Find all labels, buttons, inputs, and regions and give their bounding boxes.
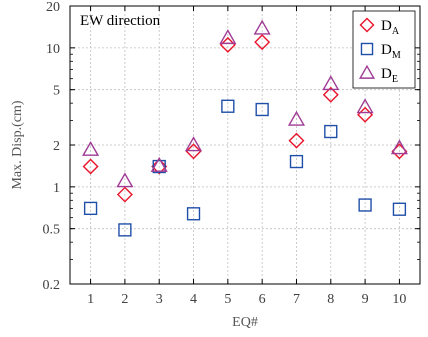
point-E [82,140,100,156]
point-M [358,198,372,212]
x-tick-label: 2 [121,292,128,307]
point-A [219,36,236,53]
legend-item-E: DE [358,64,398,85]
legend-label: DM [381,42,401,61]
x-tick-label: 6 [259,292,266,307]
y-axis-label: Max. Disp.(cm) [10,100,25,189]
plot-frame [69,5,421,285]
point-A [288,132,305,149]
data-points [82,19,408,237]
y-tick-label: 1 [53,181,60,196]
legend-label: DA [381,18,400,37]
legend-label: DE [381,66,398,85]
legend-label-main: D [381,42,392,58]
y-tick-label: 20 [46,0,60,15]
point-A [254,34,271,51]
point-E [184,136,203,152]
y-tick-label: 0.5 [43,223,61,238]
point-E [253,19,271,35]
x-tick-label: 4 [190,292,197,307]
point-M [255,102,269,117]
x-tick-label: 5 [224,292,231,307]
point-A [185,143,202,160]
x-tick-label: 10 [392,292,406,307]
legend-label-sub: A [392,26,400,37]
x-axis-label: EQ# [232,315,258,330]
point-M [118,223,132,237]
series-M [83,99,407,237]
point-M [152,159,166,174]
point-E [116,172,134,188]
point-M [186,207,201,221]
x-tick-label: 1 [87,292,94,307]
point-A [322,86,339,103]
legend-label-sub: E [392,74,398,85]
point-M [83,201,98,216]
y-tick-label: 5 [53,84,60,99]
y-tick-label: 2 [53,139,60,154]
y-tick-label: 0.2 [43,278,61,293]
x-tick-label: 3 [156,292,163,307]
point-A [82,158,99,175]
point-E [322,75,340,91]
point-M [289,154,304,169]
legend-marker-E [358,64,376,79]
legend-item-A: DA [359,17,400,37]
point-E [390,139,408,155]
point-A [116,186,133,203]
point-E [150,156,168,172]
x-tick-label: 8 [327,292,334,307]
legend-label-main: D [381,66,392,82]
chart-annotation: EW direction [80,13,161,29]
legend-marker-M [360,42,374,56]
series-E [82,19,408,188]
legend-label-sub: M [392,50,401,61]
y-tick-label: 10 [46,42,60,57]
point-E [356,98,374,114]
legend-marker-A [359,17,375,33]
point-M [221,99,235,113]
legend-item-M: DM [360,42,401,61]
point-M [392,202,407,216]
legend-label-main: D [381,18,392,34]
legend-box [352,10,416,89]
point-E [287,110,306,126]
point-M [324,124,338,139]
point-E [219,29,237,45]
axis-ticks: 1 2 3 4 5 6 7 8 9 10 0.2 0.5 1 2 5 10 20 [43,0,420,307]
x-tick-label: 9 [362,292,369,307]
x-tick-label: 7 [293,292,300,307]
point-A [151,158,168,175]
